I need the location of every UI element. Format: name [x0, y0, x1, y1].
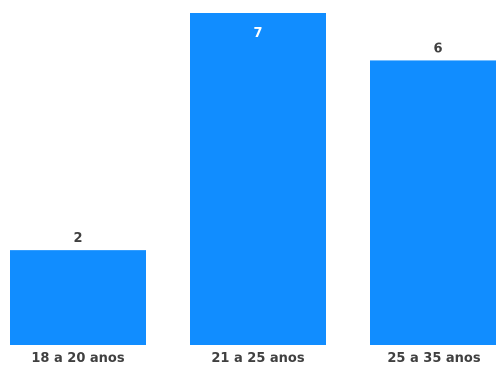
value-labels-group: 2 7 6 [73, 26, 442, 246]
category-label-2: 21 a 25 anos [211, 351, 304, 366]
bar-1[interactable] [10, 250, 146, 345]
value-label-1: 2 [73, 231, 82, 246]
category-label-1: 18 a 20 anos [31, 351, 124, 366]
bar-2[interactable] [190, 13, 326, 345]
bar-3[interactable] [370, 60, 496, 346]
category-label-3: 25 a 35 anos [387, 351, 480, 366]
category-labels-group: 18 a 20 anos 21 a 25 anos 25 a 35 anos [31, 351, 480, 366]
value-label-2: 7 [253, 26, 262, 41]
bars-group [10, 13, 496, 346]
value-label-3: 6 [433, 41, 442, 56]
